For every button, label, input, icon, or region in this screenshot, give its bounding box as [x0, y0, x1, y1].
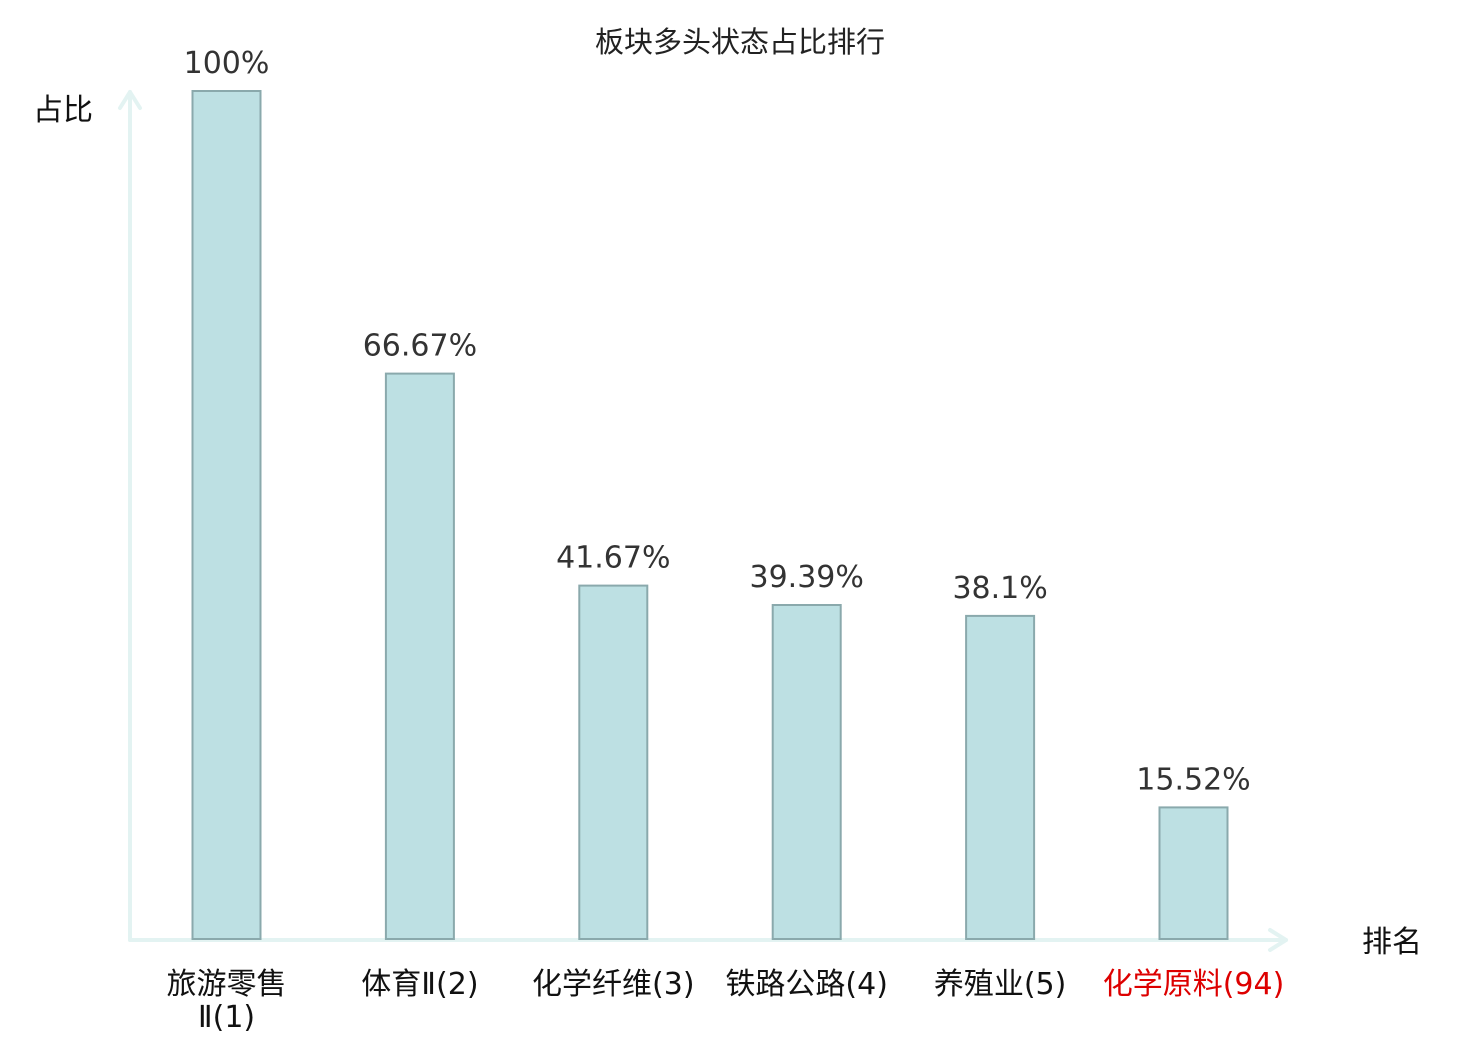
bar: [384, 372, 455, 941]
bars-group: [191, 90, 1229, 941]
bar: [1158, 806, 1229, 941]
data-label: 66.67%: [363, 329, 477, 364]
x-tick-label: Ⅱ(1): [198, 1000, 255, 1035]
data-label: 41.67%: [556, 541, 670, 576]
bar: [965, 614, 1036, 941]
x-tick-label: 化学原料(94): [1103, 967, 1285, 1002]
x-axis-label: 排名: [1362, 925, 1422, 960]
data-label: 39.39%: [750, 560, 864, 595]
data-label: 15.52%: [1136, 762, 1250, 797]
bar: [578, 584, 649, 940]
bar: [771, 604, 842, 940]
x-tick-label: 旅游零售: [167, 967, 287, 1002]
x-tick-label: 养殖业(5): [934, 967, 1067, 1002]
y-axis-arrow: [118, 90, 142, 110]
value-labels-group: 100% 66.67% 41.67% 39.39% 38.1% 15.52%: [184, 46, 1251, 797]
data-label: 38.1%: [952, 571, 1047, 606]
x-tick-label: 体育Ⅱ(2): [361, 967, 478, 1002]
y-axis-label: 占比: [33, 93, 93, 128]
x-tick-label: 化学纤维(3): [532, 967, 695, 1002]
chart-title: 板块多头状态占比排行: [595, 25, 885, 59]
x-axis-arrow: [1268, 928, 1288, 952]
bar: [191, 90, 262, 940]
data-label: 100%: [184, 46, 270, 81]
x-tick-label: 铁路公路(4): [725, 967, 888, 1002]
axes: [118, 90, 1288, 952]
